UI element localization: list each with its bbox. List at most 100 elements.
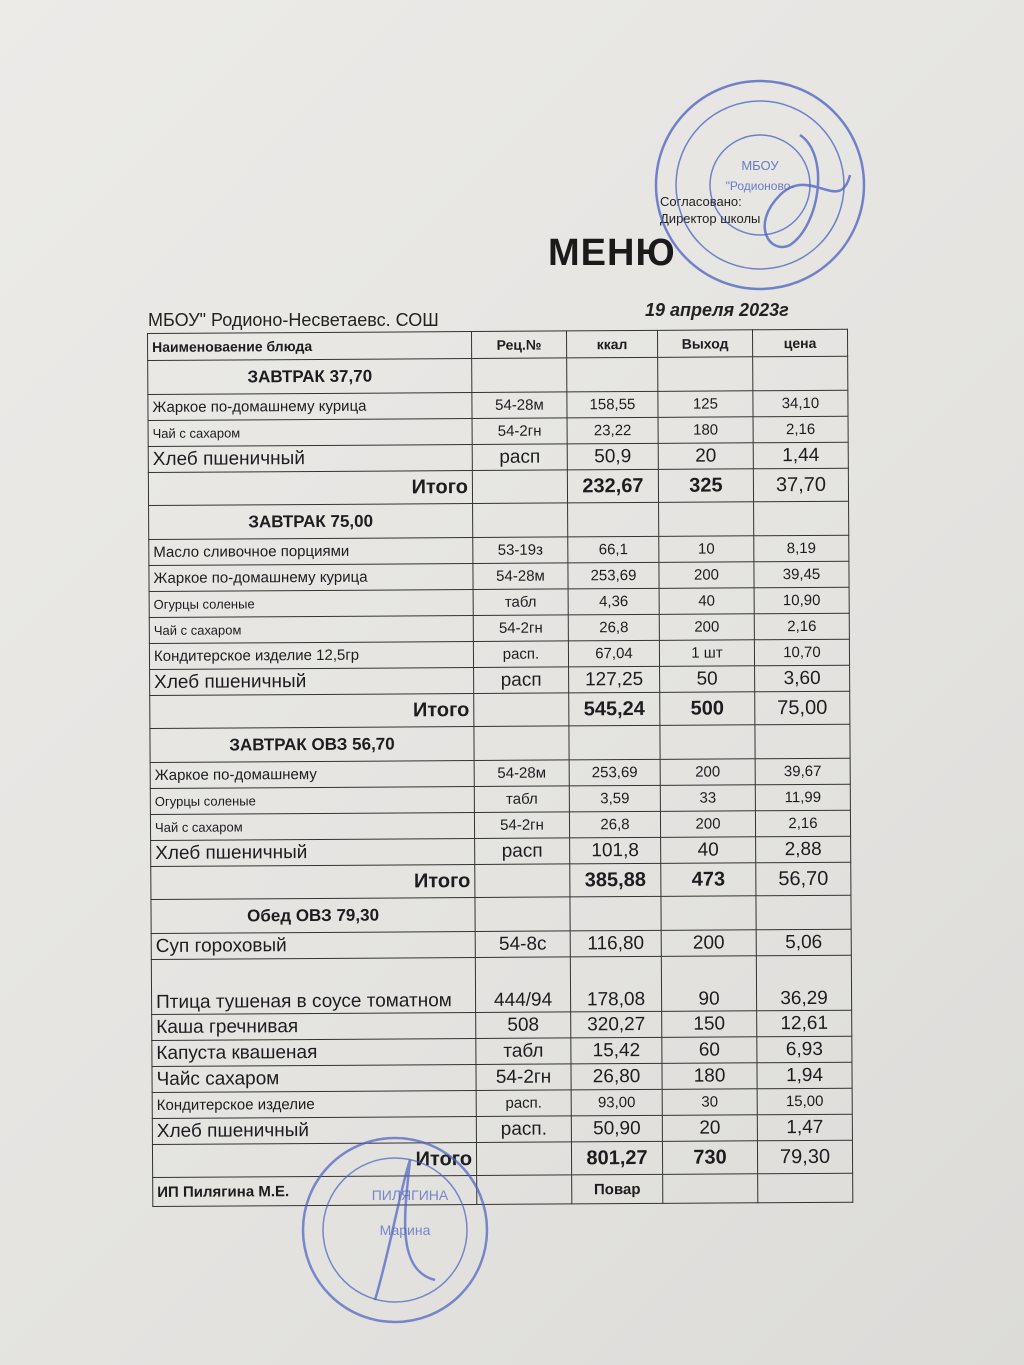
total-row: Итого 385,88 473 56,70: [150, 862, 851, 900]
dish-name: Хлеб пшеничный: [149, 667, 474, 696]
empty-cell: [566, 357, 658, 392]
supplier-name: ИП Пилягина М.Е.: [152, 1175, 477, 1207]
recipe-number: 54-28м: [471, 391, 568, 419]
empty-cell: [757, 1173, 853, 1203]
dish-kcal: 67,04: [568, 640, 660, 667]
dish-output: 33: [660, 784, 756, 812]
total-kcal: 801,27: [571, 1141, 663, 1175]
cook-signature-cell: [662, 1173, 758, 1204]
total-price: 79,30: [757, 1140, 853, 1174]
empty-cell: [568, 725, 661, 760]
dish-output: 40: [660, 836, 756, 864]
dish-name: Каша гречнивая: [151, 1012, 476, 1041]
dish-output: 200: [661, 929, 757, 957]
dish-output: 150: [661, 1010, 757, 1038]
total-kcal: 232,67: [567, 469, 659, 503]
dish-price: 10,70: [754, 639, 850, 666]
recipe-number: 54-28м: [474, 759, 570, 787]
dish-kcal: 50,9: [567, 443, 659, 470]
empty-cell: [471, 357, 567, 393]
approval-label: Согласовано:: [660, 194, 742, 209]
empty-cell: [474, 896, 571, 932]
dish-price: 11,99: [755, 784, 851, 811]
dish-name: Суп гороховый: [151, 931, 476, 960]
section-row: ЗАВТРАК ОВЗ 56,70: [149, 724, 851, 763]
section-title: ЗАВТРАК 37,70: [147, 358, 472, 395]
section-row: ЗАВТРАК 75,00: [148, 501, 849, 540]
dish-name: Жаркое по-домашнему курица: [147, 392, 473, 421]
dish-price: 2,16: [753, 416, 849, 443]
dish-output: 40: [659, 587, 755, 615]
recipe-number: расп.: [473, 640, 569, 668]
recipe-number: 508: [475, 1011, 571, 1039]
empty-cell: [659, 724, 756, 760]
organization-name: МБОУ" Родионо-Несветаевс. СОШ: [148, 310, 439, 330]
dish-kcal: 15,42: [570, 1037, 662, 1064]
dish-price: 1,94: [756, 1062, 853, 1089]
empty-cell: [472, 502, 568, 538]
total-label: Итого: [149, 693, 474, 729]
dish-kcal: 253,69: [567, 562, 660, 589]
empty-cell: [657, 356, 753, 392]
section-row: Обед ОВЗ 79,30: [150, 895, 852, 934]
dish-name: Капуста квашеная: [151, 1038, 476, 1067]
dish-kcal: 50,90: [571, 1115, 663, 1142]
recipe-number: 54-2гн: [472, 417, 568, 445]
dish-kcal: 26,8: [568, 614, 660, 641]
total-output: 730: [662, 1140, 758, 1175]
dish-name: Огурцы соленые: [150, 786, 475, 815]
dish-output: 180: [658, 416, 754, 444]
svg-text:Марина: Марина: [380, 1222, 431, 1238]
menu-date: 19 апреля 2023г: [645, 300, 789, 320]
dish-kcal: 4,36: [568, 588, 660, 615]
cook-label: Повар: [571, 1174, 663, 1204]
dish-price: 1,47: [757, 1114, 853, 1141]
dish-output: 180: [661, 1062, 758, 1090]
dish-output: 200: [659, 613, 755, 641]
dish-kcal: 127,25: [568, 666, 660, 693]
total-kcal: 545,24: [568, 692, 660, 726]
section-title: Обед ОВЗ 79,30: [150, 897, 476, 934]
empty-cell: [474, 863, 570, 898]
dish-kcal: 178,08: [570, 956, 662, 1012]
recipe-number: расп: [474, 837, 570, 865]
dish-kcal: 23,22: [567, 417, 659, 444]
empty-cell: [476, 1141, 572, 1176]
empty-cell: [755, 895, 852, 930]
recipe-number: табл: [473, 588, 569, 616]
recipe-number: 444/94: [475, 956, 571, 1013]
dish-kcal: 116,80: [570, 930, 662, 957]
dish-price: 2,88: [755, 836, 851, 863]
dish-name: Чай с сахаром: [149, 615, 474, 644]
dish-price: 1,44: [753, 442, 849, 469]
dish-kcal: 3,59: [569, 785, 661, 812]
empty-cell: [754, 724, 851, 759]
dish-output: 20: [658, 442, 754, 470]
dish-output: 10: [658, 535, 754, 563]
dish-price: 15,00: [757, 1088, 853, 1115]
dish-name: Чай с сахаром: [150, 812, 475, 841]
recipe-number: табл: [475, 1037, 571, 1065]
dish-price: 8,19: [753, 535, 849, 562]
dish-output: 125: [657, 390, 754, 418]
total-price: 37,70: [753, 468, 849, 502]
dish-price: 39,45: [753, 561, 850, 588]
dish-price: 2,16: [754, 613, 850, 640]
total-row: Итого 801,27 730 79,30: [152, 1140, 853, 1178]
dish-output: 90: [661, 955, 757, 1012]
recipe-number: 54-2гн: [473, 614, 569, 642]
dish-name: Чайс сахаром: [151, 1064, 477, 1093]
recipe-number: расп.: [476, 1089, 572, 1117]
dish-price: 3,60: [754, 665, 850, 692]
dish-output: 20: [662, 1114, 758, 1142]
total-price: 75,00: [754, 691, 850, 725]
dish-name: Чай с сахаром: [148, 418, 473, 447]
empty-cell: [569, 896, 662, 931]
dish-output: 200: [660, 758, 756, 786]
recipe-number: табл: [474, 785, 570, 813]
table-header-row: Наименоваение блюда Рец.№ ккал Выход цен…: [147, 329, 848, 361]
recipe-number: 54-2гн: [474, 811, 570, 839]
dish-price: 36,29: [756, 955, 852, 1011]
school-stamp: МБОУ "Родионово-: [654, 79, 866, 291]
total-output: 473: [660, 862, 756, 897]
